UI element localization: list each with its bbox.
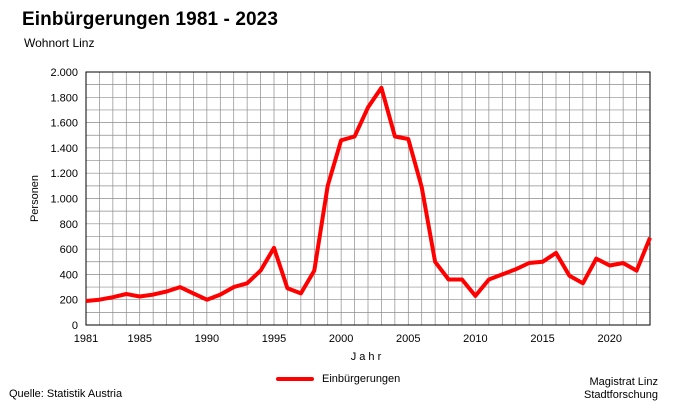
series-line bbox=[85, 85, 652, 303]
legend-label: Einbürgerungen bbox=[322, 373, 401, 385]
legend-swatch bbox=[276, 377, 314, 381]
x-tick-label: 1995 bbox=[262, 333, 286, 345]
y-tick-label: 1.800 bbox=[50, 92, 78, 104]
x-axis-tick-labels: 1981 1985 1990 1995 2000 2005 2010 2015 2020 bbox=[74, 333, 622, 345]
y-tick-label: 0 bbox=[72, 320, 78, 332]
plot-area-frame bbox=[85, 71, 651, 326]
x-tick-label: 2005 bbox=[396, 333, 420, 345]
x-tick-label: 2015 bbox=[530, 333, 554, 345]
chart-subtitle: Wohnort Linz bbox=[24, 36, 95, 50]
series-layer bbox=[85, 85, 652, 303]
y-tick-label: 2.000 bbox=[50, 67, 78, 79]
x-tick-label: 2000 bbox=[329, 333, 353, 345]
y-axis-tick-labels: 0 200 400 600 800 1.000 1.200 1.400 1.600 1.800 2.… bbox=[50, 67, 78, 332]
x-tick-label: 1985 bbox=[127, 333, 151, 345]
source-note: Quelle: Statistik Austria bbox=[9, 388, 123, 400]
x-tick-label: 2010 bbox=[463, 333, 487, 345]
x-tick-label: 2020 bbox=[597, 333, 621, 345]
x-tick-label: 1981 bbox=[74, 333, 98, 345]
publisher-note: Magistrat Linz Stadtforschung bbox=[584, 376, 658, 402]
y-tick-label: 1.200 bbox=[50, 168, 78, 180]
y-tick-label: 1.000 bbox=[50, 194, 78, 206]
y-tick-label: 800 bbox=[60, 219, 78, 231]
publisher-line-2: Stadtforschung bbox=[584, 389, 658, 401]
publisher-line-1: Magistrat Linz bbox=[589, 376, 658, 388]
x-axis-label: J a h r bbox=[351, 351, 382, 363]
y-axis-label: Personen bbox=[29, 175, 41, 222]
horizontal-gridlines bbox=[86, 84, 650, 313]
y-tick-label: 1.600 bbox=[50, 118, 78, 130]
y-tick-label: 400 bbox=[60, 269, 78, 281]
y-tick-label: 1.400 bbox=[50, 143, 78, 155]
chart-title: Einbürgerungen 1981 - 2023 bbox=[22, 9, 279, 30]
x-tick-label: 1990 bbox=[195, 333, 219, 345]
y-tick-label: 600 bbox=[60, 244, 78, 256]
legend: Einbürgerungen bbox=[276, 373, 400, 385]
y-tick-label: 200 bbox=[60, 295, 78, 307]
